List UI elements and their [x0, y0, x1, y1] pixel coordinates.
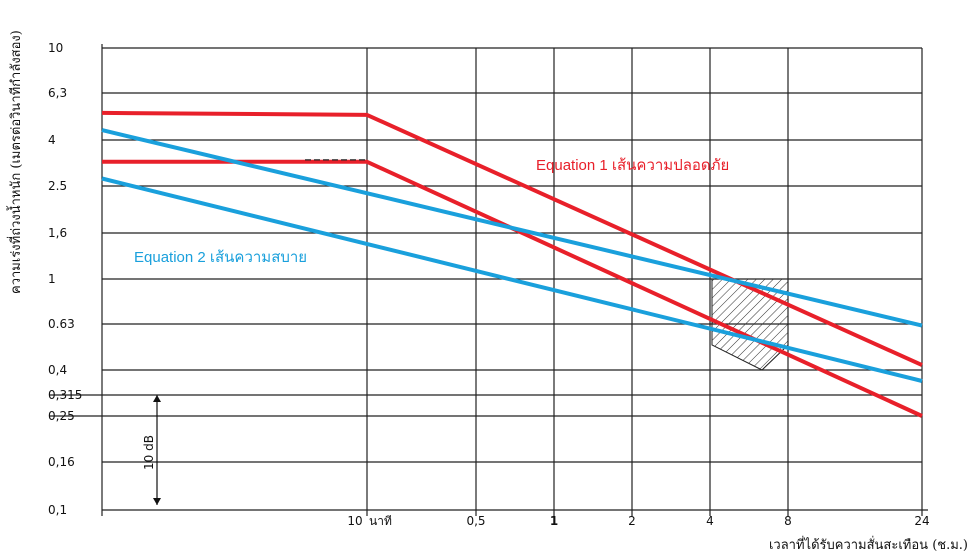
series-line-3 — [101, 128, 923, 328]
y-tick-labels: 10 6,3 4 2.5 1,6 1 0.63 0,4 0,315 0,25 0,16 0,1 — [48, 41, 82, 517]
x-tick-label: 4 — [706, 514, 714, 528]
y-tick-label: 0,4 — [48, 363, 67, 377]
y-tick-label: 4 — [48, 133, 56, 147]
x-tick-label: 0,5 — [466, 514, 485, 528]
annotation-equation-1: Equation 1 เส้นความปลอดภัย — [536, 157, 729, 174]
y-tick-label: 2.5 — [48, 179, 67, 193]
y-tick-label: 1 — [48, 272, 56, 286]
y-tick-label: 0,1 — [48, 503, 67, 517]
y-tick-label: 1,6 — [48, 226, 67, 240]
series-line-4 — [101, 176, 923, 383]
x-axis-title: เวลาที่ได้รับความสั่นสะเทือน (ช.ม.) — [769, 536, 968, 553]
grid — [50, 44, 928, 516]
x-tick-unit-label: นาที — [369, 514, 392, 528]
x-tick-label: 24 — [914, 514, 929, 528]
annotation-equation-2: Equation 2 เส้นความสบาย — [134, 249, 307, 266]
x-tick-label: 10 — [347, 514, 362, 528]
db-marker: 10 dB — [142, 395, 161, 505]
y-tick-label: 10 — [48, 41, 63, 55]
x-tick-labels: 10 นาที 0,5 1 2 4 8 24 — [347, 514, 929, 528]
series-line-2 — [102, 159, 923, 418]
x-tick-label: 8 — [784, 514, 792, 528]
y-tick-label: 0,25 — [48, 409, 75, 423]
db-marker-arrow-bottom — [153, 498, 161, 505]
db-marker-arrow-top — [153, 395, 161, 402]
y-axis-title: ความเร่งที่ถ่วงน้ำหนัก (เมตรต่อวินาทีกำล… — [6, 30, 24, 294]
db-marker-label: 10 dB — [142, 435, 156, 470]
x-tick-label: 1 — [550, 514, 558, 528]
y-tick-label: 0,16 — [48, 455, 75, 469]
x-tick-label: 2 — [628, 514, 636, 528]
y-tick-label: 0,315 — [48, 388, 82, 402]
y-tick-label: 6,3 — [48, 86, 67, 100]
y-tick-label: 0.63 — [48, 317, 75, 331]
series-lines — [101, 110, 923, 418]
